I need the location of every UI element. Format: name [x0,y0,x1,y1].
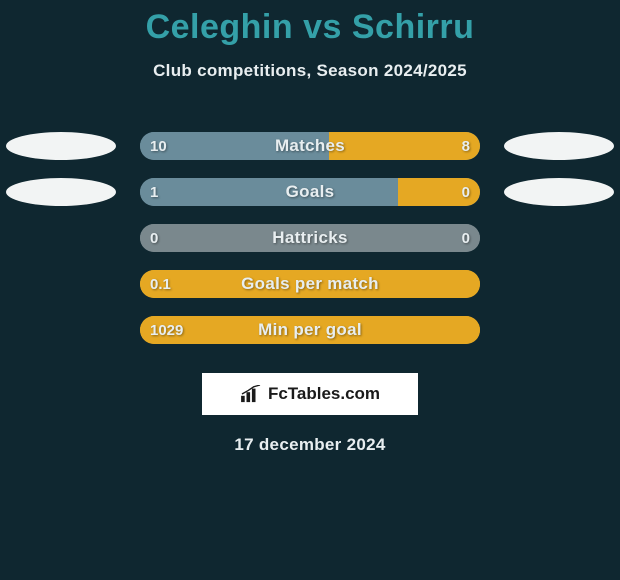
stat-label: Matches [140,136,480,156]
stat-value-left: 1 [150,184,158,201]
stat-value-left: 10 [150,138,167,155]
stat-value-right: 0 [462,230,470,247]
comparison-chart: Matches108Goals10Hattricks00Goals per ma… [0,123,620,353]
stat-row: Goals per match0.1 [0,261,620,307]
bars-icon [240,385,262,403]
player-marker-left [6,178,116,206]
page-title: Celeghin vs Schirru [0,0,620,47]
stat-value-left: 0 [150,230,158,247]
player-marker-left [6,132,116,160]
stat-row: Min per goal1029 [0,307,620,353]
stat-value-right: 0 [462,184,470,201]
stat-label: Hattricks [140,228,480,248]
stat-value-right: 8 [462,138,470,155]
date-text: 17 december 2024 [0,435,620,455]
player-marker-right [504,132,614,160]
stat-row: Goals1 0 [0,169,620,215]
stat-value-left: 0.1 [150,276,171,293]
stat-label: Goals per match [140,274,480,294]
stat-row: Matches10 8 [0,123,620,169]
subtitle: Club competitions, Season 2024/2025 [0,61,620,81]
container: Celeghin vs Schirru Club competitions, S… [0,0,620,580]
watermark-badge: FcTables.com [202,373,418,415]
watermark-text: FcTables.com [268,384,380,404]
stat-label: Goals [140,182,480,202]
stat-row: Hattricks0 0 [0,215,620,261]
stat-value-left: 1029 [150,322,183,339]
stat-label: Min per goal [140,320,480,340]
player-marker-right [504,178,614,206]
